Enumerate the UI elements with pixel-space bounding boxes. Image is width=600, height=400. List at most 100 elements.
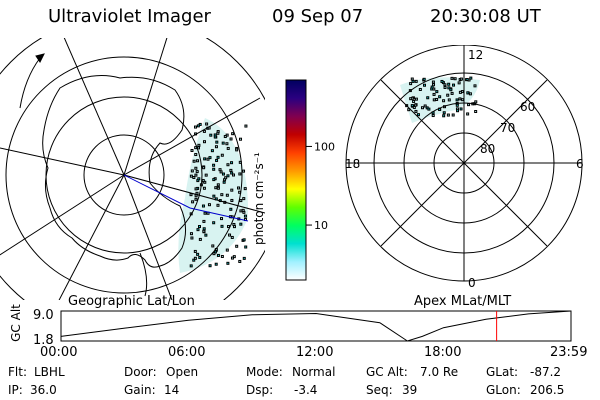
- emission-pixel: [197, 225, 201, 229]
- emission-pixel: [422, 77, 426, 81]
- emission-pixel: [459, 107, 463, 111]
- emission-pixel: [235, 148, 239, 152]
- emission-pixel: [230, 188, 234, 192]
- emission-pixel: [229, 207, 233, 211]
- geographic-panel-label: Geographic Lat/Lon: [68, 294, 195, 309]
- mlat-label-70: 70: [500, 121, 515, 135]
- emission-pixel: [455, 98, 459, 102]
- emission-pixel: [212, 252, 216, 256]
- emission-pixel: [221, 172, 225, 176]
- mlat-label-80: 80: [480, 142, 495, 156]
- emission-pixel: [474, 110, 478, 114]
- colorbar-tick-label-100: 100: [314, 140, 335, 153]
- emission-pixel: [212, 167, 216, 171]
- emission-pixel: [196, 228, 200, 232]
- emission-pixel: [209, 133, 213, 137]
- emission-pixel: [438, 95, 442, 99]
- emission-pixel: [194, 153, 198, 157]
- emission-pixel: [414, 109, 418, 113]
- mlt-line-diag-2: [380, 79, 548, 247]
- emission-pixel: [243, 214, 247, 218]
- meridian-line: [0, 147, 125, 176]
- emission-pixel: [226, 261, 230, 265]
- emission-pixel: [230, 198, 234, 202]
- emission-pixel: [225, 193, 229, 197]
- emission-pixel: [197, 177, 201, 181]
- emission-pixel: [414, 79, 418, 83]
- emission-pixel: [465, 78, 469, 82]
- altitude-series-line: [60, 310, 572, 342]
- emission-pixel: [196, 252, 200, 256]
- emission-pixel: [242, 256, 246, 260]
- emission-pixel: [238, 259, 242, 263]
- emission-pixel: [238, 172, 242, 176]
- emission-pixel: [208, 264, 212, 268]
- emission-pixel: [230, 161, 234, 165]
- door-value: Open: [166, 365, 199, 379]
- colorbar: 10 100: [285, 79, 335, 281]
- emission-pixel: [446, 113, 450, 117]
- emission-pixel: [420, 106, 424, 110]
- ip-label: IP:: [8, 383, 23, 397]
- emission-pixel: [450, 91, 454, 95]
- emission-pixel: [216, 203, 220, 207]
- emission-pixel: [427, 107, 431, 111]
- emission-pixel: [220, 224, 224, 228]
- emission-pixel: [196, 124, 200, 128]
- emission-pixel: [474, 100, 478, 104]
- glat-value: -87.2: [530, 365, 562, 379]
- gcalt-value: 7.0 Re: [420, 365, 459, 379]
- polar-speckles: [405, 76, 478, 118]
- emission-pixel: [193, 256, 197, 260]
- polar-plot: 12 0 18 6 80 70 60: [345, 45, 584, 290]
- emission-pixel: [220, 153, 224, 157]
- emission-pixel: [430, 85, 434, 89]
- emission-pixel: [219, 170, 223, 174]
- emission-pixel: [194, 197, 198, 201]
- emission-pixel: [192, 176, 196, 180]
- emission-pixel: [461, 98, 465, 102]
- emission-pixel: [423, 104, 427, 108]
- emission-pixel: [242, 238, 246, 242]
- emission-pixel: [232, 173, 236, 177]
- flt-value: LBHL: [34, 365, 65, 379]
- dsp-value: -3.4: [294, 383, 318, 397]
- emission-pixel: [189, 232, 193, 236]
- emission-pixel: [216, 131, 220, 135]
- emission-pixel: [458, 90, 462, 94]
- emission-pixel: [456, 109, 460, 113]
- emission-pixel: [201, 179, 205, 183]
- seq-label: Seq:: [366, 383, 393, 397]
- emission-pixel: [229, 137, 233, 141]
- terminator-line: [123, 174, 249, 222]
- emission-pixel: [218, 168, 222, 172]
- emission-pixel: [212, 163, 216, 167]
- xtick-0600: 06:00: [168, 345, 206, 360]
- emission-pixel: [459, 77, 463, 81]
- emission-pixel: [447, 86, 451, 90]
- lat-circle-inner: [83, 134, 165, 216]
- emission-pixel: [466, 112, 470, 116]
- emission-pixel: [201, 204, 205, 208]
- emission-pixel: [202, 186, 206, 190]
- emission-pixel: [212, 178, 216, 182]
- emission-pixel: [457, 81, 461, 85]
- emission-pixel: [192, 159, 196, 163]
- glon-value: 206.5: [530, 383, 565, 397]
- emission-pixel: [204, 173, 208, 177]
- emission-pixel: [202, 129, 206, 133]
- lat-circle-outer: [5, 56, 243, 294]
- mlt-label-bottom: 0: [468, 276, 476, 290]
- emission-pixel: [416, 113, 420, 117]
- emission-pixel: [202, 140, 206, 144]
- emission-pixel: [202, 219, 206, 223]
- emission-pixel: [458, 97, 462, 101]
- emission-pixel: [226, 163, 230, 167]
- emission-pixel: [442, 99, 446, 103]
- mlt-label-top: 12: [468, 48, 483, 62]
- emission-pixel: [426, 96, 430, 100]
- emission-pixel: [414, 103, 418, 107]
- emission-pixel: [202, 227, 206, 231]
- xtick-1800: 18:00: [424, 345, 462, 360]
- emission-pixel: [190, 148, 194, 152]
